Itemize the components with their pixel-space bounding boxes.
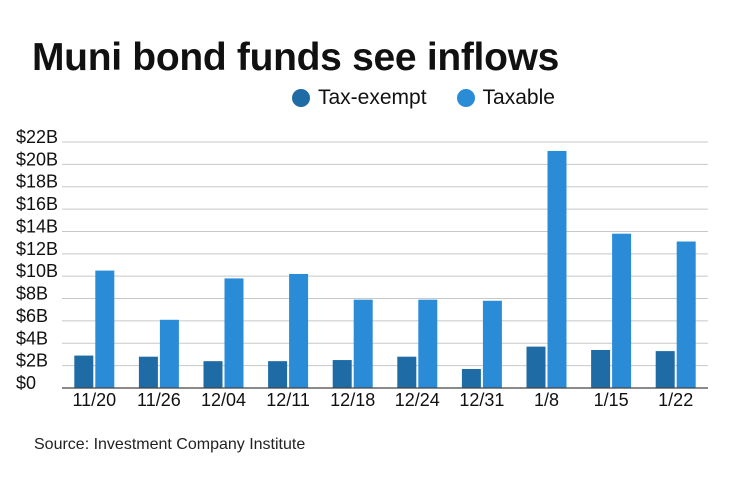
bar-tax-exempt-12-18: [332, 360, 352, 388]
y-tick-label: $20B: [16, 149, 58, 169]
bars: [74, 150, 696, 388]
x-tick-label: 1/15: [594, 390, 629, 410]
bar-tax-exempt-11-20: [74, 355, 94, 388]
bar-tax-exempt-1-15: [591, 349, 611, 388]
legend-swatch-tax-exempt: [292, 89, 310, 107]
x-tick-label: 12/31: [459, 390, 504, 410]
y-tick-label: $0: [16, 373, 36, 393]
x-tick-label: 11/26: [137, 390, 181, 410]
bar-taxable-12-31: [482, 300, 502, 388]
bar-taxable-12-04: [224, 278, 244, 388]
x-tick-label: 1/8: [534, 390, 559, 410]
legend-label-tax-exempt: Tax-exempt: [318, 86, 427, 109]
y-tick-label: $4B: [16, 328, 48, 348]
bar-taxable-12-24: [418, 299, 438, 388]
x-tick-label: 11/20: [72, 390, 116, 410]
bar-taxable-11-26: [159, 319, 179, 388]
legend-swatch-taxable: [456, 89, 475, 107]
legend-item-taxable: Taxable: [456, 86, 555, 110]
bar-taxable-1-22: [676, 241, 696, 388]
y-tick-label: $10B: [16, 261, 58, 281]
gridlines: [62, 141, 708, 367]
bar-taxable-1-15: [612, 233, 632, 388]
y-tick-label: $18B: [16, 172, 58, 192]
source-note: Source: Investment Company Institute: [34, 436, 306, 453]
y-tick-label: $12B: [16, 239, 58, 259]
legend-item-tax-exempt: Tax-exempt: [292, 86, 427, 110]
x-tick-label: 12/18: [330, 390, 375, 410]
legend-label-taxable: Taxable: [482, 86, 555, 109]
y-tick-label: $2B: [16, 351, 48, 371]
x-tick-label: 1/22: [658, 390, 693, 410]
bar-taxable-12-18: [353, 299, 373, 388]
bar-tax-exempt-12-11: [268, 361, 288, 388]
x-tick-label: 12/04: [201, 390, 246, 410]
chart-title: Muni bond funds see inflows: [32, 36, 560, 79]
x-tick-label: 12/11: [266, 390, 310, 410]
y-tick-label: $22B: [16, 127, 58, 147]
x-axis-tick-labels: 11/20 11/26 12/04 12/11 12/18 12/24 12/31 1/8 1/…: [72, 390, 693, 410]
legend: Tax-exempt Taxable: [292, 86, 555, 110]
bar-tax-exempt-12-04: [203, 361, 223, 388]
y-tick-label: $8B: [16, 284, 48, 304]
bar-tax-exempt-12-24: [397, 356, 417, 388]
bar-taxable-12-11: [289, 273, 309, 388]
bar-tax-exempt-12-31: [461, 368, 481, 388]
x-tick-label: 12/24: [395, 390, 440, 410]
y-tick-label: $14B: [16, 216, 58, 236]
y-axis-tick-labels: $0$2B $4B$6B$8B $10B$12B $14B$16B$18B $20B$2…: [16, 127, 58, 393]
bar-tax-exempt-1-22: [655, 351, 675, 388]
y-tick-label: $16B: [16, 194, 58, 214]
bar-taxable-1-8: [547, 150, 567, 388]
bar-tax-exempt-1-8: [526, 346, 546, 388]
y-tick-label: $6B: [16, 306, 48, 326]
bar-tax-exempt-11-26: [138, 356, 158, 388]
bar-taxable-11-20: [95, 270, 115, 388]
